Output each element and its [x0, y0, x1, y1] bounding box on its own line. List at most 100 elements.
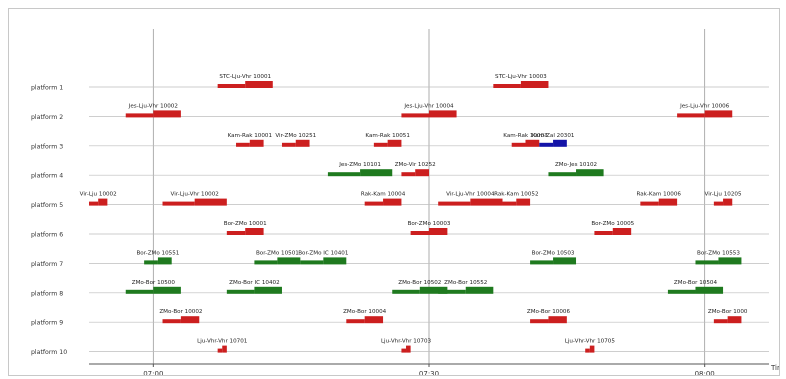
train-bar[interactable]: Vir-Lju-Vhr 10002	[162, 192, 227, 206]
platform-label-5: platform 5	[31, 202, 63, 209]
train-bar[interactable]: Kam-Zal 20301	[532, 133, 575, 147]
train-bar-arrival	[236, 142, 250, 147]
train-bar[interactable]: Kam-Rak 10001	[228, 133, 273, 147]
train-bar[interactable]: Jes-ZMo 10101	[327, 162, 393, 177]
train-bar[interactable]: Bor-ZMo 10005	[591, 221, 635, 235]
train-bar[interactable]: Bor-ZMo 10553	[695, 250, 742, 265]
train-bar[interactable]: Lju-Vhr-Vhr 10705	[565, 339, 616, 353]
train-bar[interactable]: Bor-ZMo 10001	[224, 221, 267, 235]
train-bar[interactable]: ZMo-Bor 10504	[667, 280, 724, 294]
train-bar[interactable]: Vir-ZMo 10251	[275, 133, 317, 147]
train-label: ZMo-Jes 10102	[555, 162, 597, 168]
train-bar[interactable]: Vir-Lju 10002	[80, 192, 117, 206]
train-bar[interactable]: Jes-Lju-Vhr 10002	[125, 103, 181, 118]
train-bar[interactable]: ZMo-Bor 10500	[125, 280, 181, 294]
train-label: ZMo-Bor 10004	[343, 309, 387, 315]
train-bar-dwell	[180, 316, 200, 324]
train-label: Bor-ZMo IC 10401	[298, 250, 349, 256]
train-bar[interactable]: Lju-Vhr-Vhr 10701	[197, 339, 248, 353]
train-bar-dwell	[548, 316, 567, 324]
train-bar[interactable]: Jes-Lju-Vhr 10006	[677, 103, 733, 118]
train-label: Lju-Vhr-Vhr 10705	[565, 339, 616, 345]
train-bar[interactable]: Rak-Kam 10006	[636, 192, 681, 206]
train-bar[interactable]: ZMo-Bor 1000	[708, 309, 748, 324]
train-bar-arrival	[401, 172, 416, 177]
train-bar-dwell	[718, 257, 742, 265]
train-bar[interactable]: ZMo-Bor 10502	[392, 280, 448, 294]
train-label: Kam-Zal 20301	[532, 133, 575, 139]
train-label: Jes-Lju-Vhr 10002	[128, 103, 178, 109]
train-bar-dwell	[295, 139, 310, 147]
train-label: Bor-ZMo 10003	[408, 221, 451, 227]
train-bar-arrival	[217, 348, 223, 353]
train-label: Bor-ZMo 10005	[591, 221, 634, 227]
train-bar-dwell	[153, 110, 181, 118]
train-bar-arrival	[254, 260, 278, 265]
train-bar-dwell	[249, 139, 264, 147]
train-label: Bor-ZMo 10503	[532, 250, 575, 256]
train-label: Bor-ZMo 10001	[224, 221, 267, 227]
train-bar-arrival	[530, 319, 549, 324]
train-bar[interactable]: Jes-Lju-Vhr 10004	[401, 103, 457, 118]
train-bar-layer: STC-Lju-Vhr 10001 STC-Lju-Vhr 10003 Jes-Lj…	[80, 74, 748, 353]
train-label: ZMo-Bor IC 10402	[229, 280, 279, 286]
train-bar-dwell	[194, 198, 227, 206]
train-bar[interactable]: ZMo-Bor 10006	[527, 309, 571, 324]
train-bar-dwell	[465, 286, 494, 294]
train-bar[interactable]: Kam-Rak 10003	[503, 133, 548, 147]
train-bar[interactable]: Bor-ZMo 10501	[254, 250, 301, 265]
train-label: Kam-Rak 10051	[365, 133, 410, 139]
train-bar[interactable]: ZMo-Vir 10252	[395, 162, 436, 177]
train-bar-arrival	[162, 201, 195, 206]
train-bar[interactable]: ZMo-Bor 10002	[159, 309, 202, 324]
train-bar[interactable]: ZMo-Jes 10102	[548, 162, 604, 177]
train-bar-arrival	[401, 348, 407, 353]
train-bar[interactable]: STC-Lju-Vhr 10001	[217, 74, 273, 88]
train-bar-arrival	[281, 142, 296, 147]
platform-label-7: platform 7	[31, 261, 63, 268]
train-bar-arrival	[217, 84, 246, 88]
train-bar[interactable]: ZMo-Bor 10552	[438, 280, 494, 294]
train-bar-arrival	[410, 231, 429, 235]
train-bar-arrival	[493, 84, 521, 88]
train-bar[interactable]: ZMo-Bor 10004	[343, 309, 387, 324]
x-tick-label-2: 08:00	[695, 370, 715, 375]
train-bar-dwell	[525, 139, 540, 147]
train-label: ZMo-Bor 10552	[444, 280, 487, 286]
train-bar-arrival	[327, 172, 361, 177]
train-bar-arrival	[226, 289, 255, 294]
train-bar-dwell	[387, 139, 402, 147]
train-bar-arrival	[401, 113, 429, 118]
train-bar[interactable]: Vir-Lju-Vhr 10004	[438, 192, 503, 206]
train-bar[interactable]: ZMo-Bor IC 10402	[226, 280, 282, 294]
train-bar[interactable]: Rak-Kam 10004	[361, 192, 406, 206]
train-bar[interactable]: Rak-Kam 10052	[494, 192, 539, 206]
train-bar[interactable]: Kam-Rak 10051	[365, 133, 410, 147]
train-bar-arrival	[373, 142, 388, 147]
train-bar[interactable]: Bor-ZMo 10503	[530, 250, 577, 265]
train-bar-dwell	[254, 286, 282, 294]
train-bar[interactable]: Bor-ZMo 10003	[408, 221, 451, 235]
train-bar-arrival	[695, 260, 719, 265]
train-label: Rak-Kam 10004	[361, 192, 406, 198]
train-bar-dwell	[98, 198, 108, 206]
train-bar-arrival	[364, 201, 384, 206]
train-bar-dwell	[612, 228, 632, 235]
train-bar[interactable]: Lju-Vhr-Vhr 10703	[381, 339, 432, 353]
train-bar[interactable]: Bor-ZMo 10551	[136, 250, 180, 265]
train-label: Rak-Kam 10052	[494, 192, 538, 198]
gantt-chart: platform 1 platform 2 platform 3 platform 4…	[31, 29, 786, 378]
train-bar-arrival	[144, 260, 158, 265]
train-bar-dwell	[245, 228, 264, 235]
train-bar[interactable]: Vir-Lju 10205	[705, 192, 742, 206]
train-bar-arrival	[585, 348, 590, 353]
train-bar-arrival	[594, 231, 613, 235]
chart-frame: platform 1 platform 2 platform 3 platform 4…	[8, 8, 786, 378]
train-bar-arrival	[438, 289, 466, 294]
platform-label-2: platform 2	[31, 114, 63, 121]
train-bar-dwell	[727, 316, 742, 324]
train-bar[interactable]: STC-Lju-Vhr 10003	[493, 74, 549, 88]
train-bar[interactable]: Bor-ZMo IC 10401	[298, 250, 349, 265]
train-label: Lju-Vhr-Vhr 10703	[381, 339, 432, 345]
train-bar-dwell	[222, 345, 227, 353]
